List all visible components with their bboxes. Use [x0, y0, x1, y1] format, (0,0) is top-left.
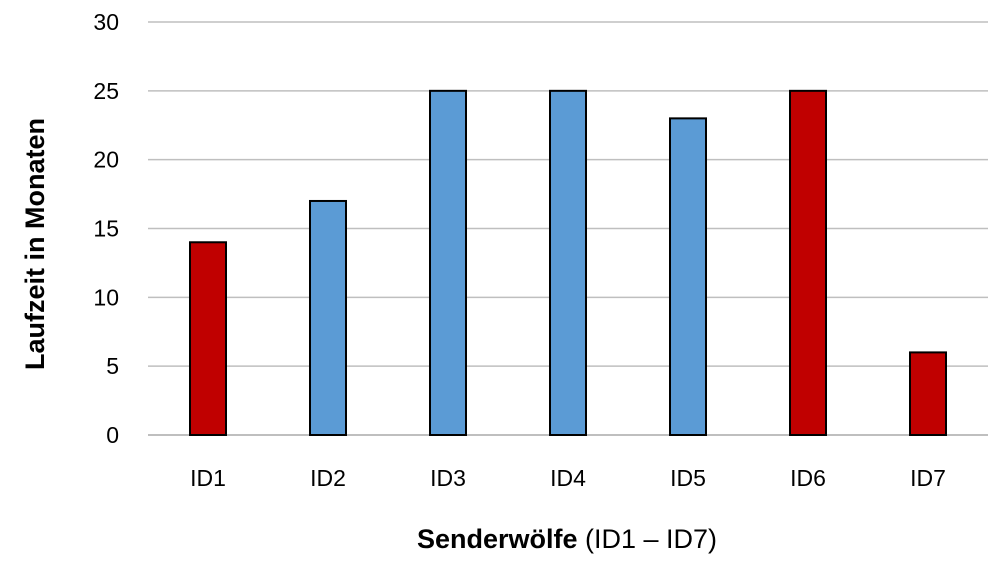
x-axis-title-main: Senderwölfe — [417, 524, 578, 554]
x-tick-label-id2: ID2 — [310, 465, 346, 491]
bar-id4 — [549, 89, 587, 436]
bar-id2 — [309, 199, 347, 436]
x-tick-label-id3: ID3 — [430, 465, 466, 491]
y-tick-label: 30 — [93, 9, 119, 35]
x-axis-tick-labels: ID1 ID2 ID3 ID4 ID5 ID6 ID7 — [190, 465, 946, 491]
x-tick-label-id7: ID7 — [910, 465, 946, 491]
y-axis-title: Laufzeit in Monaten — [20, 118, 50, 370]
x-tick-label-id1: ID1 — [190, 465, 226, 491]
bar-id5 — [669, 117, 707, 436]
y-tick-label: 25 — [93, 78, 119, 104]
bar-id1 — [189, 241, 227, 436]
x-axis-title-suffix: (ID1 – ID7) — [578, 524, 718, 554]
x-axis-title: Senderwölfe (ID1 – ID7) — [417, 524, 717, 554]
y-tick-label: 20 — [93, 147, 119, 173]
bar-id7 — [909, 351, 947, 436]
y-tick-label: 10 — [93, 284, 119, 310]
x-tick-label-id4: ID4 — [550, 465, 586, 491]
x-tick-label-id6: ID6 — [790, 465, 826, 491]
bar-id6 — [789, 89, 827, 436]
x-tick-label-id5: ID5 — [670, 465, 706, 491]
y-tick-label: 5 — [106, 353, 119, 379]
y-axis-tick-labels: 0 5 10 15 20 25 30 — [93, 9, 119, 448]
y-tick-label: 0 — [106, 422, 119, 448]
y-tick-label: 15 — [93, 216, 119, 242]
bars — [189, 89, 947, 436]
bar-id3 — [429, 89, 467, 436]
